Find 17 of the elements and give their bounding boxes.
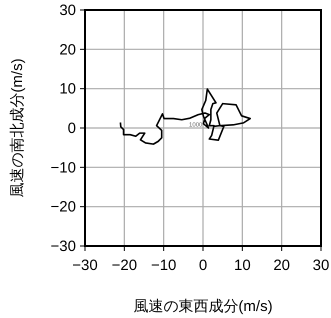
line-series (120, 88, 251, 145)
x-axis-title: 風速の東西成分(m/s) (133, 298, 273, 315)
x-tick-label: −30 (72, 257, 98, 274)
y-axis-title: 風速の南北成分(m/s) (9, 58, 26, 198)
y-tick-label: −30 (50, 238, 76, 255)
x-tick-label: 0 (198, 257, 208, 274)
y-tick-label: −20 (50, 198, 76, 216)
y-tick-label: 10 (59, 80, 76, 98)
y-tick-label: 20 (59, 41, 76, 58)
x-tick-label: 30 (312, 257, 330, 274)
y-tick-label: 30 (59, 2, 76, 19)
x-tick-label: −10 (150, 257, 176, 274)
x-tick-label: 10 (234, 257, 251, 274)
x-tick-label: 20 (273, 257, 290, 274)
x-tick-label: −20 (112, 257, 138, 274)
y-tick-label: −10 (50, 159, 76, 176)
y-tick-label: 0 (68, 120, 76, 137)
